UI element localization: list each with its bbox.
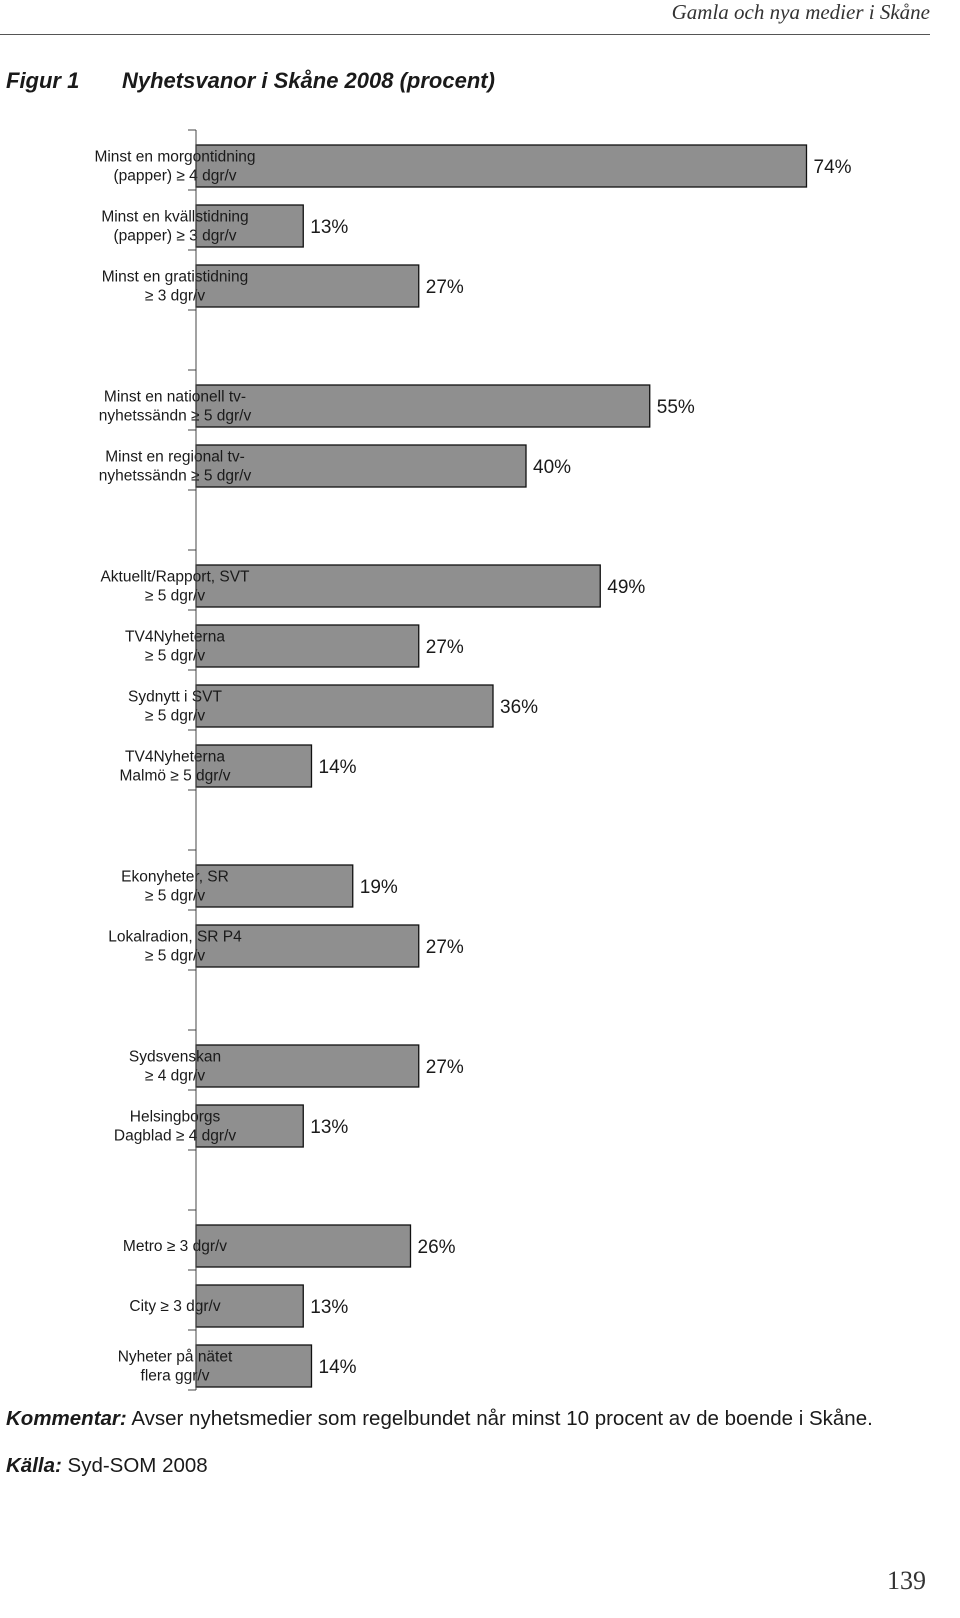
category-label-3-line-1: nyhetssändn ≥ 5 dgr/v — [99, 408, 252, 425]
value-label-11: 27% — [426, 1057, 464, 1078]
bar-11 — [195, 1044, 420, 1088]
value-label-3: 55% — [657, 397, 695, 418]
category-label-15-line-1: flera ggr/v — [141, 1368, 210, 1385]
value-label-14: 13% — [310, 1297, 348, 1318]
value-label-10: 27% — [426, 937, 464, 958]
figure-label: Figur 1 — [6, 68, 80, 93]
value-label-6: 27% — [426, 637, 464, 658]
value-label-2: 27% — [426, 277, 464, 298]
bar-chart: 74% Minst en morgontidning (papper) ≥ 4 dg… — [94, 129, 852, 1391]
category-label-5-line-1: ≥ 5 dgr/v — [145, 588, 205, 605]
running-head: Gamla och nya medier i Skåne — [671, 0, 930, 24]
category-label-11-line-1: ≥ 4 dgr/v — [145, 1068, 205, 1085]
bar-0 — [195, 144, 808, 188]
category-label-1-line-1: (papper) ≥ 3 dgr/v — [113, 228, 236, 245]
bar-3 — [195, 384, 651, 428]
comment-lead: Kommentar: — [6, 1407, 127, 1430]
value-label-8: 14% — [319, 757, 357, 778]
bar-8 — [195, 744, 313, 788]
value-label-4: 40% — [533, 457, 571, 478]
value-label-12: 13% — [310, 1117, 348, 1138]
bar-12 — [195, 1104, 304, 1148]
category-label-9-line-1: ≥ 5 dgr/v — [145, 888, 205, 905]
bar-9 — [195, 864, 354, 908]
category-label-3-line-0: Minst en nationell tv- — [104, 389, 246, 406]
category-label-8-line-1: Malmö ≥ 5 dgr/v — [119, 768, 230, 785]
bar-15 — [195, 1344, 313, 1388]
bar-10 — [195, 924, 420, 968]
source-lead: Källa: — [6, 1454, 62, 1477]
category-label-4-line-0: Minst en regional tv- — [105, 449, 245, 466]
category-label-1-line-0: Minst en kvällstidning — [101, 209, 248, 226]
value-label-9: 19% — [360, 877, 398, 898]
value-label-13: 26% — [418, 1237, 456, 1258]
category-label-0-line-0: Minst en morgontidning — [94, 149, 255, 166]
source-note: Källa: Syd-SOM 2008 — [6, 1454, 208, 1478]
header-rule — [0, 34, 930, 35]
value-label-0: 74% — [814, 157, 852, 178]
category-label-6-line-0: TV4Nyheterna — [125, 629, 225, 646]
category-label-10-line-0: Lokalradion, SR P4 — [108, 929, 242, 946]
category-label-4-line-1: nyhetssändn ≥ 5 dgr/v — [99, 468, 252, 485]
bar-5 — [195, 564, 601, 608]
value-label-5: 49% — [607, 577, 645, 598]
bar-2 — [195, 264, 420, 308]
value-label-15: 14% — [319, 1357, 357, 1378]
figure-title: Nyhetsvanor i Skåne 2008 (procent) — [122, 68, 495, 93]
category-label-2-line-0: Minst en gratistidning — [102, 269, 248, 286]
bar-6 — [195, 624, 420, 668]
page-number: 139 — [887, 1566, 926, 1595]
comment-text: Avser nyhetsmedier som regelbundet når m… — [126, 1407, 873, 1430]
category-label-11-line-0: Sydsvenskan — [129, 1049, 221, 1066]
category-label-5-line-0: Aktuellt/Rapport, SVT — [100, 569, 250, 586]
category-label-7-line-0: Sydnytt i SVT — [128, 689, 222, 706]
category-label-10-line-1: ≥ 5 dgr/v — [145, 948, 205, 965]
category-label-12-line-1: Dagblad ≥ 4 dgr/v — [114, 1128, 236, 1145]
bar-7 — [195, 684, 494, 728]
value-label-7: 36% — [500, 697, 538, 718]
category-label-12-line-0: Helsingborgs — [130, 1109, 221, 1126]
comment-note: Kommentar: Avser nyhetsmedier som regelb… — [6, 1407, 873, 1431]
category-label-7-line-1: ≥ 5 dgr/v — [145, 708, 205, 725]
category-label-2-line-1: ≥ 3 dgr/v — [145, 288, 205, 305]
category-label-9-line-0: Ekonyheter, SR — [121, 869, 229, 886]
value-label-1: 13% — [310, 217, 348, 238]
bar-1 — [195, 204, 304, 248]
category-label-15-line-0: Nyheter på nätet — [118, 1349, 233, 1366]
category-label-14-line-0: City ≥ 3 dgr/v — [129, 1298, 220, 1315]
category-label-0-line-1: (papper) ≥ 4 dgr/v — [113, 168, 236, 185]
category-label-8-line-0: TV4Nyheterna — [125, 749, 225, 766]
category-label-6-line-1: ≥ 5 dgr/v — [145, 648, 205, 665]
category-label-13-line-0: Metro ≥ 3 dgr/v — [123, 1238, 227, 1255]
source-text: Syd-SOM 2008 — [61, 1454, 208, 1477]
bar-13 — [195, 1224, 412, 1268]
